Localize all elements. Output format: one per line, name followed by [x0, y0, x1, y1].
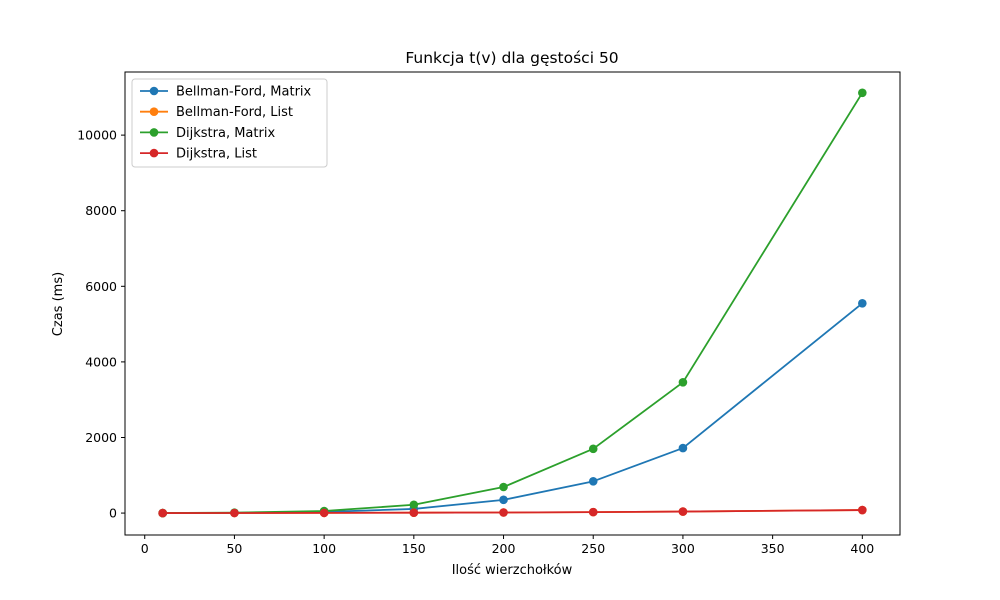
y-tick-label: 8000 — [85, 203, 117, 218]
data-point — [499, 495, 508, 505]
data-point — [230, 508, 239, 518]
x-axis-label: Ilość wierzchołków — [452, 563, 573, 578]
x-tick-label: 250 — [581, 541, 605, 556]
legend-swatch-marker — [149, 86, 159, 96]
legend-swatch-marker — [149, 107, 159, 116]
data-point — [499, 508, 508, 517]
x-axis: 0 50 100 150 200 250 300 350 400 — [141, 535, 874, 556]
legend-label: Dijkstra, List — [176, 147, 257, 162]
series-line — [162, 302, 863, 514]
y-axis-label: Czas (ms) — [51, 272, 66, 336]
x-tick-label: 400 — [850, 541, 874, 556]
y-tick-label: 4000 — [85, 354, 117, 369]
y-tick-label: 10000 — [77, 128, 117, 143]
x-tick-label: 300 — [671, 541, 695, 556]
plot-frame — [124, 71, 901, 536]
data-point — [588, 477, 598, 486]
legend-box — [131, 78, 328, 168]
series-group — [158, 299, 867, 518]
data-point — [678, 443, 688, 453]
data-point — [409, 508, 419, 518]
legend-swatch-marker — [149, 128, 159, 137]
chart-title: Funkcja t(v) dla gęstości 50 — [405, 49, 618, 67]
data-point — [319, 508, 329, 518]
data-point — [588, 507, 598, 517]
data-point — [678, 507, 688, 516]
data-point — [858, 299, 867, 308]
plot-area — [158, 88, 867, 518]
x-tick-label: 100 — [312, 541, 336, 556]
y-tick-label: 2000 — [85, 430, 117, 445]
series-group — [158, 505, 867, 518]
x-tick-label: 200 — [492, 541, 516, 556]
data-point — [158, 508, 167, 518]
data-point — [858, 505, 867, 515]
y-tick-label: 0 — [109, 506, 117, 521]
data-point — [499, 482, 508, 492]
y-axis: 0 2000 4000 6000 8000 10000 — [77, 128, 125, 521]
data-point — [409, 500, 419, 510]
x-tick-label: 0 — [141, 541, 149, 556]
legend-label: Bellman-Ford, Matrix — [176, 85, 312, 100]
data-point — [858, 88, 867, 98]
legend-label: Bellman-Ford, List — [176, 105, 293, 120]
x-tick-label: 50 — [226, 541, 242, 556]
data-point — [588, 444, 598, 454]
data-point — [678, 378, 688, 387]
legend-label: Dijkstra, Matrix — [176, 126, 275, 141]
y-tick-label: 6000 — [85, 279, 117, 294]
x-tick-label: 150 — [402, 541, 426, 556]
series-line — [162, 509, 863, 514]
x-tick-label: 350 — [761, 541, 785, 556]
legend-swatch-marker — [149, 148, 159, 158]
legend: Bellman-Ford, Matrix Bellman-Ford, List Di… — [131, 78, 328, 168]
